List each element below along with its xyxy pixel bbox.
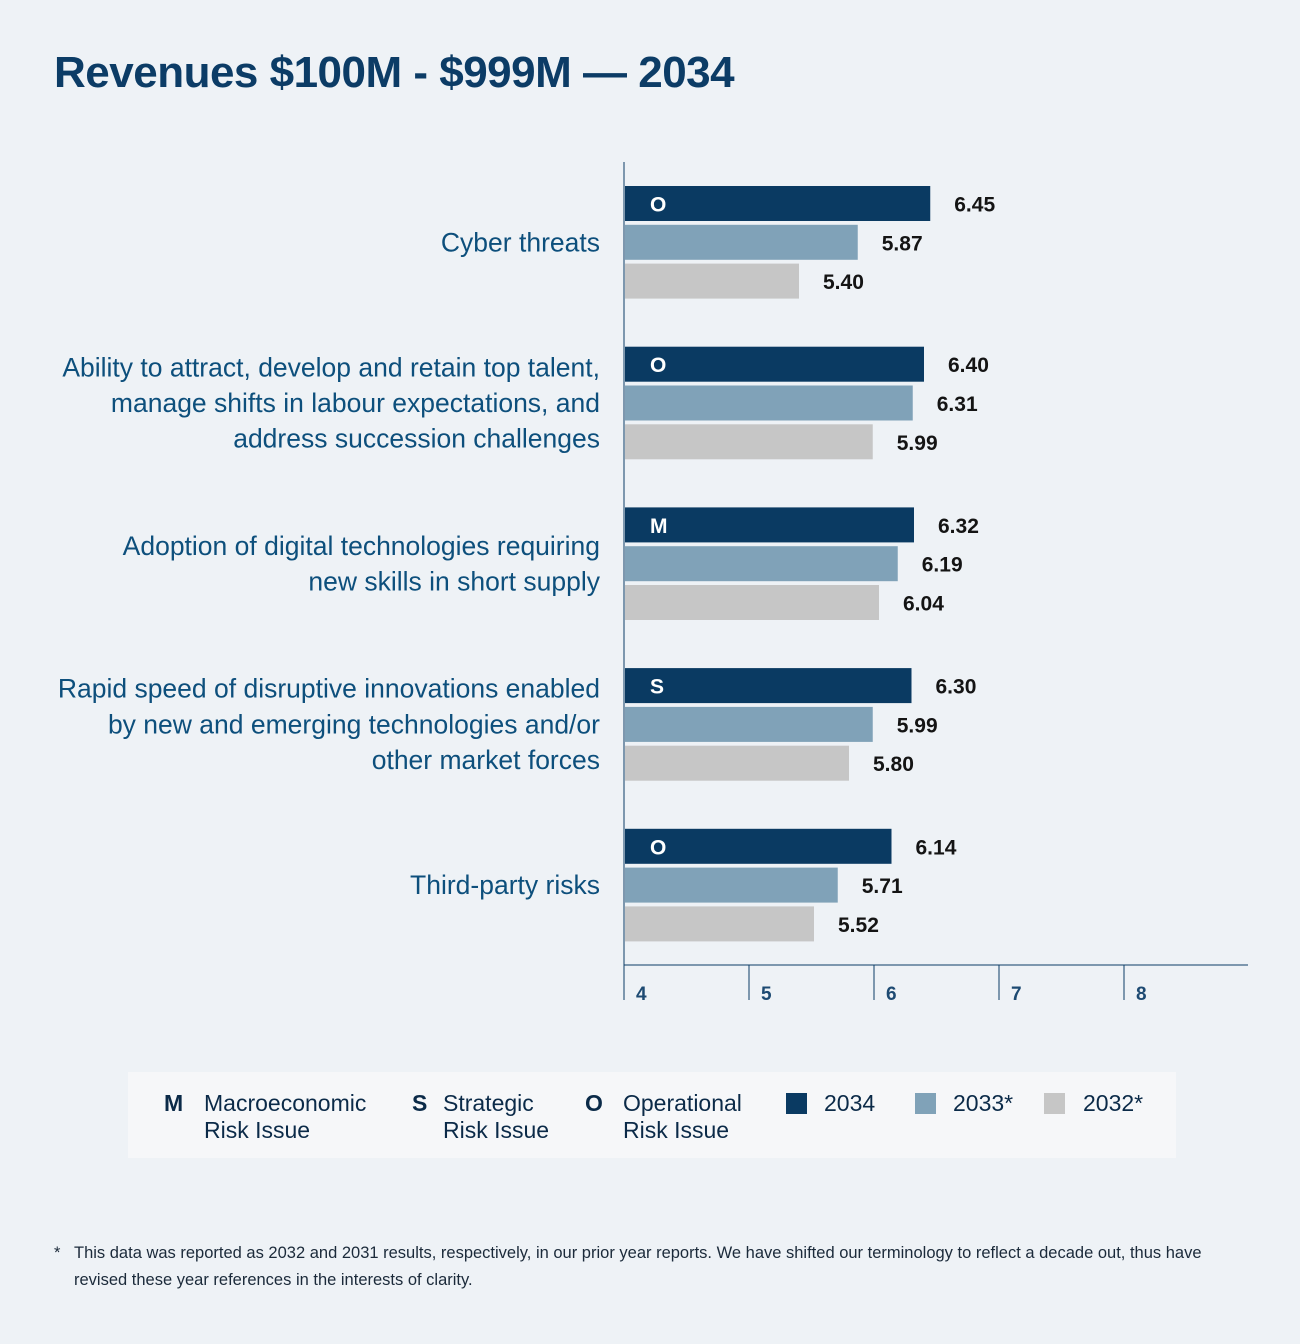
- value-label: 6.32: [938, 515, 979, 538]
- bar-2033-1: [625, 385, 913, 421]
- legend-strategic: Strategic Risk Issue: [443, 1090, 550, 1143]
- legend-macroeconomic: Macroeconomic Risk Issue: [204, 1090, 367, 1143]
- x-tick-label: 7: [1011, 984, 1022, 1005]
- bar-2034-0: [625, 186, 931, 221]
- bar-2033-0: [625, 224, 858, 260]
- value-label: 6.45: [954, 194, 995, 217]
- footnote: * This data was reported as 2032 and 203…: [54, 1240, 1234, 1294]
- value-label: 5.52: [838, 914, 879, 937]
- value-label: 5.80: [873, 753, 914, 776]
- category-label: other market forces: [372, 745, 600, 775]
- value-label: 5.99: [897, 432, 938, 455]
- x-tick-label: 6: [886, 984, 897, 1005]
- value-label: 5.71: [862, 875, 903, 898]
- bar-2033-2: [625, 546, 898, 582]
- legend-letter-m: M: [164, 1090, 184, 1116]
- bar-2032-3: [625, 745, 849, 781]
- category-label: Ability to attract, develop and retain t…: [62, 352, 600, 382]
- x-tick-label: 8: [1136, 984, 1147, 1005]
- bar-2033-4: [625, 867, 838, 903]
- value-label: 6.14: [916, 836, 957, 859]
- value-label: 6.31: [937, 393, 978, 416]
- bar-2034-3: [625, 668, 912, 704]
- bar-2034-2: [625, 507, 914, 543]
- legend-letter-s: S: [412, 1090, 428, 1116]
- bar-2034-1: [625, 346, 924, 382]
- legend-swatch-2032: [1044, 1093, 1065, 1114]
- category-label: Rapid speed of disruptive innovations en…: [58, 674, 600, 704]
- value-label: 6.30: [936, 676, 977, 699]
- bar-2034-4: [625, 828, 892, 864]
- risk-type-letter: O: [650, 194, 666, 217]
- legend-operational: Operational Risk Issue: [623, 1090, 742, 1143]
- legend-2032: 2032*: [1083, 1090, 1144, 1116]
- category-label: new skills in short supply: [308, 567, 600, 597]
- value-label: 5.87: [882, 232, 923, 255]
- value-label: 5.99: [897, 714, 938, 737]
- value-label: 6.19: [922, 554, 963, 577]
- value-label: 6.04: [903, 593, 944, 616]
- legend-letter-o: O: [585, 1090, 603, 1116]
- bar-2032-4: [625, 906, 814, 942]
- x-tick-label: 5: [761, 984, 772, 1005]
- bar-2032-1: [625, 424, 873, 460]
- category-label: address succession challenges: [233, 424, 600, 454]
- value-label: 5.40: [823, 271, 864, 294]
- risk-type-letter: O: [650, 836, 666, 859]
- bar-2032-2: [625, 585, 879, 620]
- bar-2032-0: [625, 263, 799, 299]
- legend-swatch-2033: [915, 1093, 936, 1114]
- risk-type-letter: S: [650, 676, 664, 699]
- value-label: 6.40: [948, 354, 989, 377]
- risk-type-letter: O: [650, 354, 666, 377]
- legend-swatch-2034: [786, 1093, 807, 1114]
- chart-title: Revenues $100M - $999M — 2034: [54, 48, 735, 97]
- category-label: manage shifts in labour expectations, an…: [111, 388, 600, 418]
- category-label: Third-party risks: [410, 870, 600, 900]
- legend-2034: 2034: [824, 1090, 876, 1116]
- bar-2033-3: [625, 706, 873, 742]
- legend: M Macroeconomic Risk Issue S Strategic R…: [128, 1072, 1176, 1158]
- bar-chart: 4 5 6 7 8 Cyber threats 6.45 5.87 5.40 O Ability t…: [58, 162, 1248, 1005]
- legend-2033: 2033*: [953, 1090, 1014, 1116]
- category-label: by new and emerging technologies and/or: [108, 709, 600, 739]
- x-tick-label: 4: [636, 984, 647, 1005]
- risk-type-letter: M: [650, 515, 668, 538]
- footnote-text: This data was reported as 2032 and 2031 …: [74, 1244, 1202, 1289]
- footnote-marker: *: [54, 1244, 61, 1262]
- category-label: Cyber threats: [441, 227, 600, 257]
- category-label: Adoption of digital technologies requiri…: [123, 531, 600, 561]
